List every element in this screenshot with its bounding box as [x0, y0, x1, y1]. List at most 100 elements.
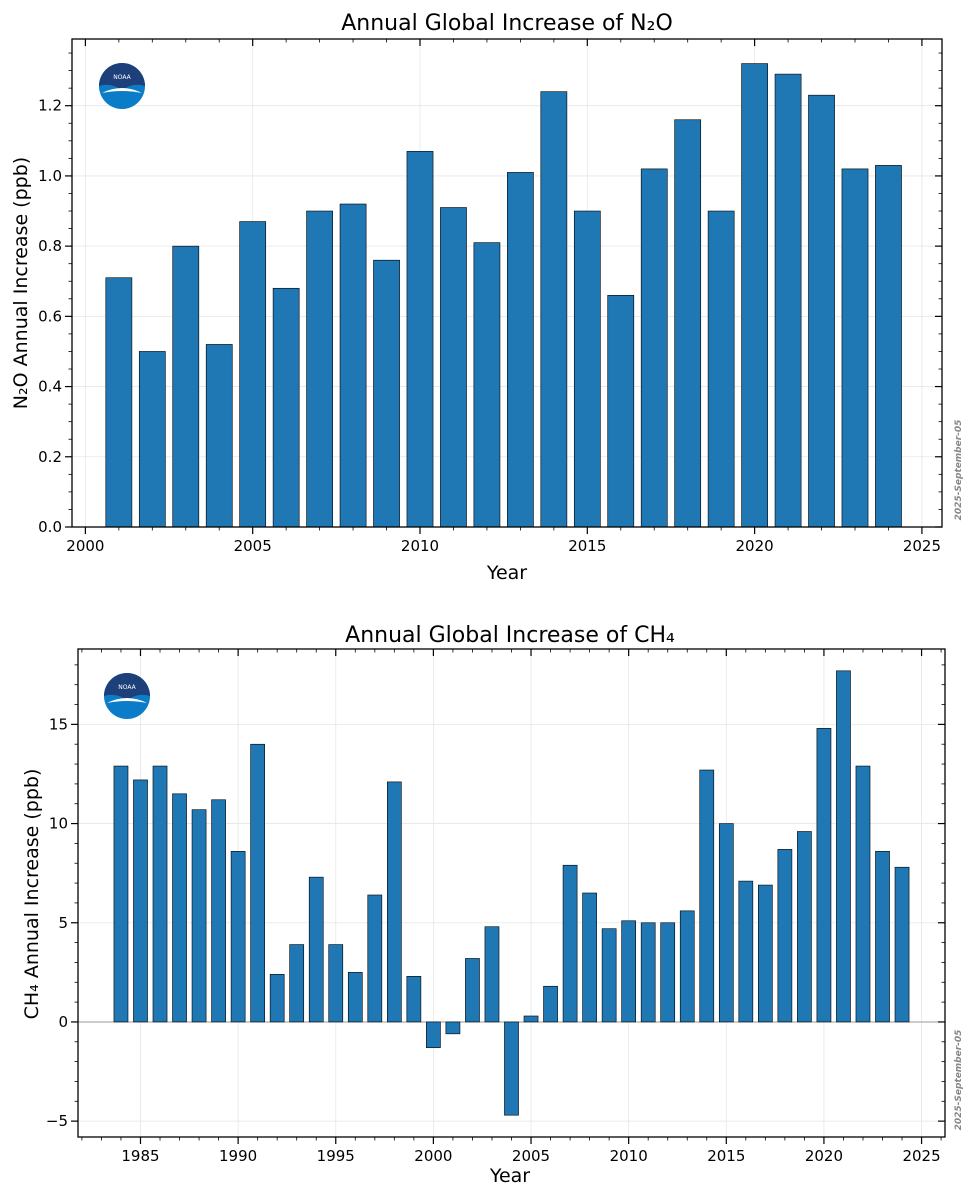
y-tick-label: 0	[58, 1013, 68, 1031]
bar-2001	[445, 1021, 461, 1035]
bar-2022	[808, 94, 835, 528]
chart-title: Annual Global Increase of N₂O	[341, 11, 673, 36]
y-tick-label: 0.8	[38, 237, 62, 255]
bar-2013	[507, 172, 534, 528]
y-tick-label: 0.6	[38, 307, 62, 325]
bar-2009	[373, 259, 400, 528]
bar-1988	[191, 809, 207, 1023]
bar-2015	[573, 210, 601, 528]
bar-2003	[172, 245, 200, 528]
bar-2002	[138, 351, 166, 528]
noaa-logo: NOAA	[99, 63, 145, 109]
x-tick-label: 1990	[219, 1147, 257, 1165]
bar-2002	[465, 958, 480, 1023]
noaa-logo: NOAA	[104, 673, 150, 719]
bar-2014	[699, 769, 715, 1023]
x-tick-label: 2000	[414, 1147, 452, 1165]
y-tick-label: 0.0	[38, 518, 62, 536]
bar-2024	[894, 866, 910, 1023]
bar-2005	[239, 221, 267, 528]
bars	[113, 670, 910, 1116]
bar-1984	[113, 765, 129, 1023]
plot-frame	[71, 38, 943, 528]
x-tick-label: 2005	[512, 1147, 550, 1165]
bar-1995	[328, 944, 344, 1023]
x-tick-label: 2000	[66, 537, 104, 555]
bar-2016	[738, 880, 754, 1023]
bar-1990	[230, 851, 246, 1023]
x-tick-label: 2020	[805, 1147, 843, 1165]
x-tick-label: 2015	[568, 537, 606, 555]
bar-2010	[406, 151, 434, 528]
logo-text: NOAA	[113, 74, 131, 81]
bar-2019	[707, 210, 735, 528]
bar-1996	[347, 972, 363, 1023]
bar-2018	[777, 849, 793, 1023]
y-tick-label: 0.2	[38, 448, 62, 466]
bar-1991	[250, 743, 265, 1023]
n2o-chart: Annual Global Increase of N₂O 2000 2005 20…	[10, 11, 963, 584]
x-tick-label: 2025	[902, 1147, 940, 1165]
bar-1994	[308, 876, 324, 1023]
date-stamp: 2025-September-05	[954, 420, 963, 521]
bar-2012	[660, 922, 676, 1023]
bar-1992	[269, 974, 285, 1023]
bar-2008	[339, 203, 367, 528]
bar-1993	[289, 944, 305, 1023]
axis-ticks: 2000 2005 2010 2015 2020 2025 0.0 0.2 0.4 0.6 0.8 1…	[38, 39, 942, 555]
y-tick-label: 5	[58, 914, 68, 932]
bar-2011	[640, 922, 656, 1023]
y-tick-label: 0.4	[38, 378, 62, 396]
x-tick-label: 2010	[610, 1147, 648, 1165]
bar-1985	[133, 779, 148, 1023]
bar-2006	[272, 287, 300, 528]
bar-2004	[205, 344, 233, 528]
y-tick-label: 10	[49, 815, 68, 833]
bar-2022	[855, 765, 871, 1023]
date-stamp: 2025-September-05	[954, 1030, 963, 1131]
bar-2006	[543, 985, 558, 1023]
bar-1989	[211, 799, 226, 1023]
bar-2024	[875, 165, 902, 528]
y-axis-label: CH₄ Annual Increase (ppb)	[21, 769, 43, 1020]
bar-1998	[387, 781, 402, 1023]
chart-title: Annual Global Increase of CH₄	[345, 623, 675, 648]
x-tick-label: 2005	[234, 537, 272, 555]
bar-2007	[562, 864, 578, 1023]
bar-2020	[741, 63, 768, 528]
logo-text: NOAA	[118, 684, 136, 691]
x-tick-label: 2015	[707, 1147, 745, 1165]
x-tick-label: 1985	[121, 1147, 159, 1165]
x-tick-label: 1995	[317, 1147, 355, 1165]
bar-2000	[426, 1021, 441, 1049]
bar-2017	[758, 884, 773, 1023]
y-tick-label: 15	[49, 715, 68, 733]
x-axis-label: Year	[486, 562, 527, 584]
bar-2023	[875, 851, 890, 1023]
bar-1987	[172, 793, 187, 1023]
bar-2013	[679, 910, 695, 1023]
axis-ticks: 1985 1990 1995 2000 2005 2010 2015 2020 2025 −5 0 5…	[46, 649, 945, 1165]
bar-2004	[504, 1021, 519, 1116]
bar-2021	[774, 73, 802, 528]
ch4-chart: Annual Global Increase of CH₄ 1985 1990 19…	[21, 623, 963, 1187]
x-tick-label: 2010	[401, 537, 439, 555]
y-tick-label: 1.0	[38, 167, 62, 185]
y-tick-label: −5	[46, 1112, 68, 1130]
bar-2011	[440, 207, 467, 528]
bar-2021	[836, 670, 851, 1023]
bar-2008	[582, 892, 597, 1023]
bar-2018	[674, 119, 702, 528]
bar-2007	[306, 210, 333, 528]
bar-2010	[621, 920, 636, 1023]
bar-2003	[484, 926, 500, 1023]
x-axis-label: Year	[489, 1165, 530, 1187]
bar-2015	[718, 823, 734, 1023]
bars	[105, 63, 902, 528]
bar-2009	[601, 928, 617, 1023]
x-tick-label: 2025	[903, 537, 941, 555]
bar-2012	[473, 242, 501, 528]
bar-2016	[607, 294, 635, 528]
bar-1986	[152, 765, 168, 1023]
bar-2014	[540, 91, 568, 528]
